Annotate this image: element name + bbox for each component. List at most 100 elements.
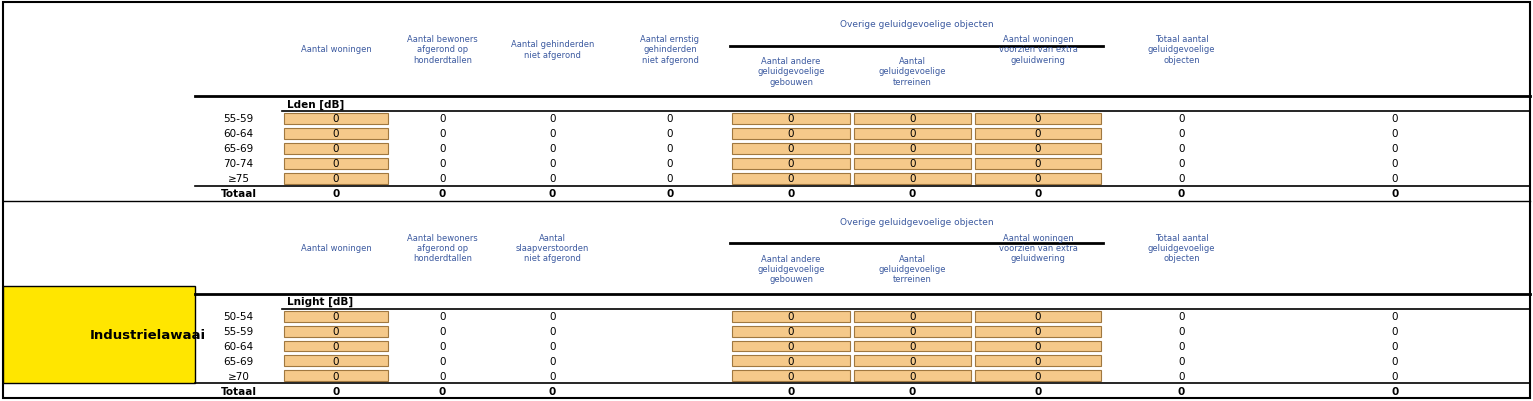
Text: 0: 0: [549, 174, 556, 184]
Text: 0: 0: [667, 114, 673, 124]
Text: Aantal woningen: Aantal woningen: [300, 45, 371, 55]
Text: 0: 0: [1177, 189, 1185, 199]
Text: 0: 0: [788, 326, 794, 336]
Text: 0: 0: [1035, 386, 1041, 395]
Text: 0: 0: [788, 371, 794, 381]
Text: 0: 0: [667, 189, 673, 199]
Text: 0: 0: [1392, 114, 1398, 124]
Bar: [731, 174, 849, 184]
Text: 0: 0: [667, 159, 673, 169]
Text: 0: 0: [333, 341, 339, 351]
Text: 0: 0: [909, 129, 915, 139]
Text: 0: 0: [667, 174, 673, 184]
Text: 0: 0: [1179, 129, 1185, 139]
Text: 0: 0: [549, 114, 556, 124]
Text: 65-69: 65-69: [224, 144, 253, 154]
Text: 0: 0: [440, 356, 446, 366]
Text: 0: 0: [333, 144, 339, 154]
Text: 0: 0: [1392, 144, 1398, 154]
Bar: [854, 129, 970, 140]
Text: Aantal bewoners
afgerond op
honderdtallen: Aantal bewoners afgerond op honderdtalle…: [408, 35, 478, 65]
Bar: [284, 159, 388, 170]
Bar: [975, 144, 1101, 155]
Text: Lden [dB]: Lden [dB]: [287, 99, 345, 109]
Text: 0: 0: [1035, 312, 1041, 322]
Bar: [731, 114, 849, 125]
Text: 0: 0: [1392, 326, 1398, 336]
Bar: [731, 371, 849, 381]
Bar: [731, 341, 849, 352]
Text: 0: 0: [440, 371, 446, 381]
Text: 0: 0: [1392, 159, 1398, 169]
Text: 0: 0: [438, 386, 446, 395]
Text: 0: 0: [1392, 371, 1398, 381]
Text: 0: 0: [788, 356, 794, 366]
Bar: [284, 114, 388, 125]
Text: 0: 0: [1392, 356, 1398, 366]
Bar: [975, 114, 1101, 125]
Text: 0: 0: [788, 174, 794, 184]
Text: 0: 0: [1179, 341, 1185, 351]
Text: 0: 0: [1179, 326, 1185, 336]
Text: 0: 0: [909, 159, 915, 169]
Text: 0: 0: [788, 386, 794, 395]
Bar: [854, 114, 970, 125]
Bar: [731, 159, 849, 170]
Text: 0: 0: [788, 114, 794, 124]
Text: 55-59: 55-59: [224, 326, 253, 336]
Bar: [854, 356, 970, 367]
Bar: [854, 341, 970, 352]
Text: 65-69: 65-69: [224, 356, 253, 366]
Text: 0: 0: [909, 341, 915, 351]
Text: 0: 0: [440, 114, 446, 124]
Text: 0: 0: [1179, 174, 1185, 184]
Text: 0: 0: [909, 114, 915, 124]
Text: ≥75: ≥75: [227, 174, 250, 184]
Text: 0: 0: [1179, 371, 1185, 381]
Bar: [731, 129, 849, 140]
Text: Industrielawaai: Industrielawaai: [89, 328, 205, 341]
Bar: [975, 341, 1101, 352]
Text: 0: 0: [440, 326, 446, 336]
Text: 0: 0: [440, 144, 446, 154]
Text: 0: 0: [1035, 371, 1041, 381]
Text: 0: 0: [909, 371, 915, 381]
Text: Totaal aantal
geluidgevoelige
objecten: Totaal aantal geluidgevoelige objecten: [1148, 233, 1216, 263]
Text: 0: 0: [549, 159, 556, 169]
Text: 0: 0: [1179, 356, 1185, 366]
Bar: [3, 286, 195, 383]
Text: 0: 0: [333, 174, 339, 184]
Text: 0: 0: [1392, 189, 1398, 199]
Bar: [284, 326, 388, 337]
Text: 0: 0: [333, 159, 339, 169]
Text: 0: 0: [1392, 129, 1398, 139]
Bar: [854, 144, 970, 155]
Text: 0: 0: [333, 371, 339, 381]
Bar: [731, 356, 849, 367]
Bar: [284, 144, 388, 155]
Bar: [284, 311, 388, 322]
Text: 0: 0: [1035, 341, 1041, 351]
Text: Aantal woningen
voorzien van extra
geluidwering: Aantal woningen voorzien van extra gelui…: [998, 233, 1078, 263]
Text: 0: 0: [1035, 144, 1041, 154]
Text: Overige geluidgevoelige objecten: Overige geluidgevoelige objecten: [840, 20, 993, 29]
Text: 0: 0: [333, 189, 340, 199]
Text: Aantal gehinderden
niet afgerond: Aantal gehinderden niet afgerond: [510, 40, 595, 60]
Text: 0: 0: [549, 341, 556, 351]
Text: 0: 0: [549, 144, 556, 154]
Text: Lnight [dB]: Lnight [dB]: [287, 296, 353, 307]
Text: ≥70: ≥70: [227, 371, 250, 381]
Bar: [284, 356, 388, 367]
Bar: [731, 326, 849, 337]
Text: 0: 0: [1392, 341, 1398, 351]
Text: 0: 0: [788, 341, 794, 351]
Text: Aantal woningen
voorzien van extra
geluidwering: Aantal woningen voorzien van extra gelui…: [998, 35, 1078, 65]
Text: 0: 0: [440, 129, 446, 139]
Text: 0: 0: [440, 174, 446, 184]
Text: Aantal
geluidgevoelige
terreinen: Aantal geluidgevoelige terreinen: [878, 254, 946, 284]
Text: Aantal woningen: Aantal woningen: [300, 243, 371, 252]
Text: 0: 0: [909, 386, 917, 395]
Text: 0: 0: [1392, 386, 1398, 395]
Text: 0: 0: [1035, 159, 1041, 169]
Text: 0: 0: [440, 312, 446, 322]
